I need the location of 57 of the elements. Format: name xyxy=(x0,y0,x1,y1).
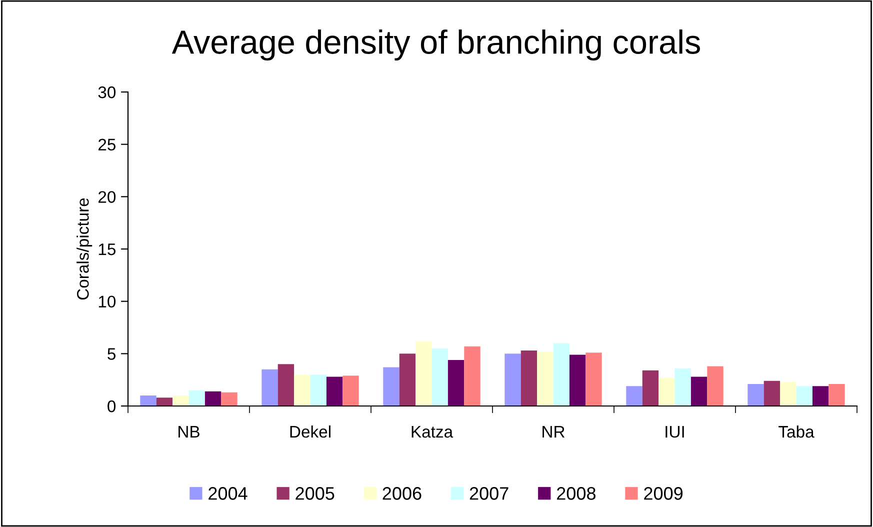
legend-label: 2008 xyxy=(557,487,596,500)
legend-label: 2007 xyxy=(470,487,508,500)
y-tick-label: 5 xyxy=(108,348,116,360)
bar xyxy=(342,376,359,406)
bar xyxy=(586,352,602,406)
bar xyxy=(658,378,675,406)
bar xyxy=(780,382,796,406)
bar xyxy=(399,354,416,406)
bar xyxy=(764,380,780,406)
bar xyxy=(188,390,205,406)
bar xyxy=(504,354,521,406)
y-tick-label: 0 xyxy=(108,400,116,412)
legend-label: 2004 xyxy=(208,487,248,500)
bar xyxy=(432,348,448,406)
bar xyxy=(221,392,238,406)
y-tick-label: 30 xyxy=(98,86,116,98)
y-axis-title: Corals/picture xyxy=(76,198,92,300)
bar xyxy=(707,366,724,406)
legend-label: 2006 xyxy=(382,487,422,500)
bar xyxy=(383,367,400,406)
bar xyxy=(278,364,294,406)
bar xyxy=(812,386,829,406)
bar xyxy=(796,386,812,406)
bar xyxy=(172,396,189,406)
bar xyxy=(626,386,642,406)
y-tick-label: 25 xyxy=(98,138,116,151)
x-tick-label: Taba xyxy=(778,425,814,438)
bar xyxy=(828,384,845,406)
bar xyxy=(690,376,708,406)
chart-title: Average density of branching corals xyxy=(172,29,700,61)
bar xyxy=(448,360,464,406)
x-tick-label: NR xyxy=(542,426,565,438)
bar xyxy=(294,374,310,406)
bar xyxy=(537,352,554,406)
bar xyxy=(553,343,570,406)
bar xyxy=(326,376,343,406)
x-tick-label: Katza xyxy=(412,426,454,438)
x-tick-label: NB xyxy=(178,426,200,438)
bar xyxy=(262,369,278,406)
bar xyxy=(204,391,222,406)
y-tick-label: 10 xyxy=(98,296,116,308)
y-tick-label: 15 xyxy=(98,244,116,256)
bar xyxy=(464,346,480,406)
bar xyxy=(569,354,586,406)
bar xyxy=(642,370,659,406)
x-tick-label: IUI xyxy=(666,426,684,438)
y-tick-label: 20 xyxy=(98,191,116,203)
bar xyxy=(416,341,432,406)
bar xyxy=(520,350,538,406)
legend-label: 2009 xyxy=(644,487,683,500)
bar xyxy=(140,396,156,406)
bar xyxy=(310,374,326,406)
x-tick-label: Dekel xyxy=(290,425,330,438)
legend-label: 2005 xyxy=(296,487,334,500)
bar xyxy=(674,368,691,406)
bar xyxy=(748,384,764,406)
bar xyxy=(156,398,173,406)
